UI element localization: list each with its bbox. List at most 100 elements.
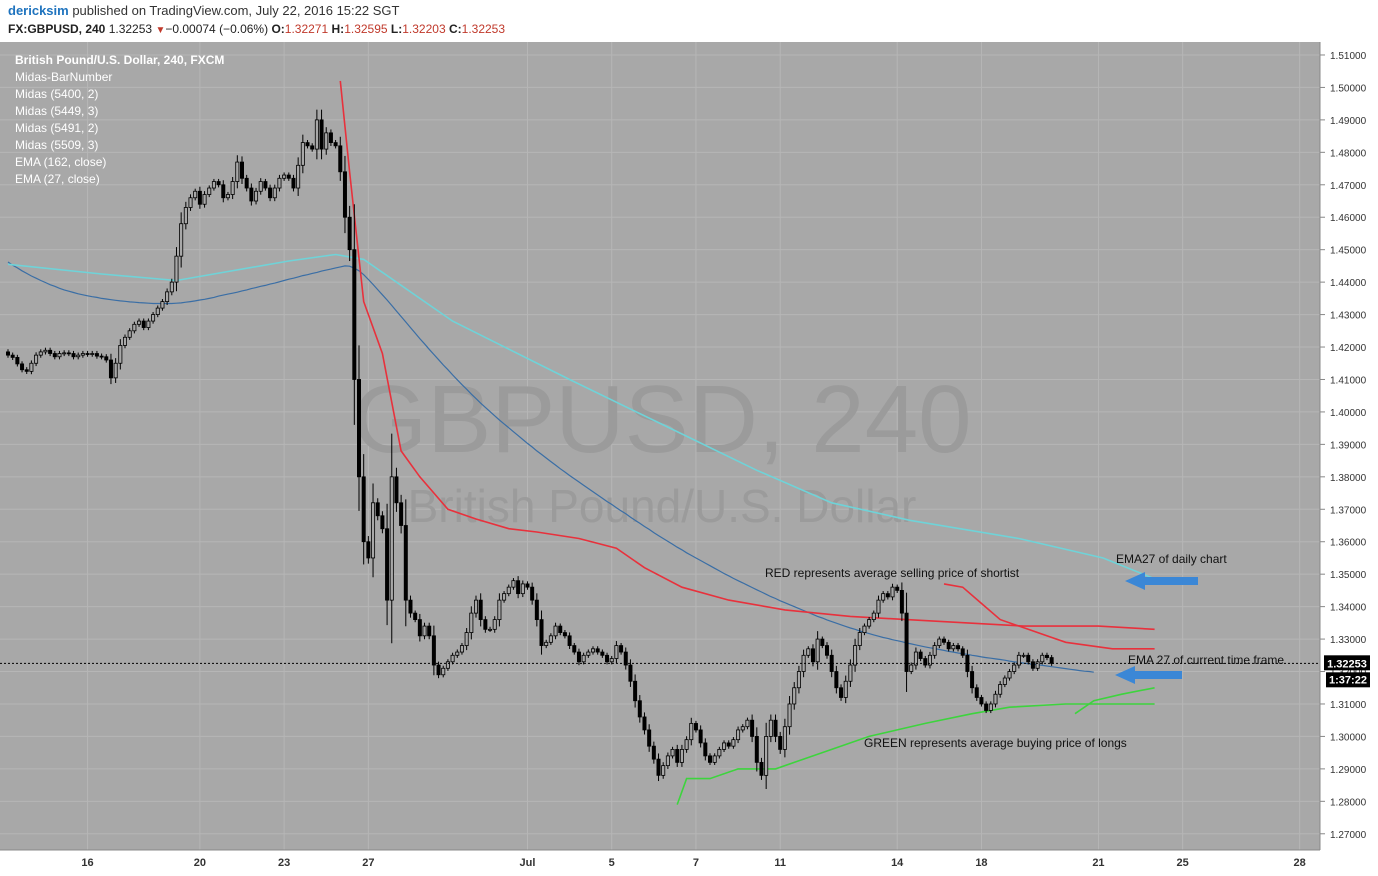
candle-body — [511, 580, 516, 588]
candle-body — [534, 599, 539, 621]
candle-body — [225, 194, 230, 199]
legend-item: Midas (5400, 2) — [15, 87, 98, 101]
candle-body — [558, 625, 563, 633]
candle-body — [371, 502, 376, 559]
candle-body — [413, 612, 418, 621]
arrow-ema-current-icon — [1115, 666, 1182, 684]
candle-body — [71, 353, 76, 358]
legend-title: British Pound/U.S. Dollar, 240, FXCM — [15, 53, 224, 67]
candle-body — [450, 654, 455, 663]
time-axis[interactable] — [0, 850, 1320, 876]
candle-body — [1007, 671, 1012, 679]
candle-body — [202, 194, 207, 205]
candle-body — [94, 353, 99, 357]
time-axis-ticks: 16 20 23 27 Jul 5 7 11 14 18 21 25 28 — [81, 857, 1305, 869]
candle-body — [188, 197, 193, 208]
candle-body — [43, 349, 48, 353]
candle-body — [619, 645, 624, 653]
candle-body — [389, 476, 394, 601]
candle-body — [684, 739, 689, 750]
candle-body — [670, 749, 675, 757]
x-tick-label: Jul — [520, 857, 536, 869]
username-link[interactable]: dericksim — [8, 3, 69, 18]
candle-body — [497, 599, 502, 621]
candle-body — [595, 648, 600, 653]
candle-body — [867, 619, 872, 627]
candle-body — [899, 590, 904, 614]
candle-body — [324, 132, 329, 150]
candle-body — [464, 632, 469, 646]
candle-body — [254, 190, 259, 202]
candle-body — [29, 362, 34, 372]
legend-item: Midas (5449, 3) — [15, 104, 98, 118]
candle-body — [6, 351, 11, 356]
candle-body — [792, 687, 797, 705]
high-label: H: — [331, 22, 345, 36]
candle-body — [923, 658, 928, 666]
candle-body — [651, 745, 656, 760]
candle-body — [422, 625, 427, 637]
x-tick-label: 5 — [609, 857, 615, 869]
x-tick-label: 18 — [975, 857, 987, 869]
axes: 1.270001.280001.290001.300001.310001.320… — [0, 42, 1378, 876]
candle-body — [857, 632, 862, 646]
midas-red-line-2 — [943, 583, 1155, 650]
candle-body — [600, 651, 605, 656]
candle-body — [591, 648, 596, 653]
price-chart[interactable]: GBPUSD, 240 British Pound/U.S. Dollar Br… — [0, 42, 1378, 876]
candle-body — [633, 680, 638, 702]
candle-body — [1002, 677, 1007, 685]
candle-body — [998, 684, 1003, 695]
y-tick-label: 1.49000 — [1330, 116, 1367, 127]
candle-body — [1026, 654, 1031, 663]
candle-body — [445, 661, 450, 669]
candle-body — [249, 187, 254, 202]
ema-162-line — [7, 261, 1094, 673]
candle-body — [314, 119, 319, 150]
candle-body — [946, 641, 951, 650]
candle-body — [394, 476, 399, 504]
change-value: −0.00074 (−0.06%) — [165, 22, 269, 36]
candle-body — [85, 353, 90, 355]
candle-body — [268, 187, 273, 199]
candle-body — [586, 651, 591, 656]
candle-body — [516, 580, 521, 595]
ema-current-annotation: EMA 27 of current time frame — [1128, 653, 1284, 667]
candle-body — [871, 612, 876, 621]
x-tick-label: 28 — [1294, 857, 1306, 869]
price-axis[interactable] — [1320, 42, 1378, 876]
close-value: 1.32253 — [461, 22, 506, 36]
candle-body — [230, 181, 235, 195]
candle-body — [548, 635, 553, 643]
ema-daily-annotation: EMA27 of daily chart — [1116, 552, 1227, 566]
candle-body — [1030, 661, 1035, 669]
candle-body — [656, 758, 661, 776]
publish-line: dericksim published on TradingView.com, … — [8, 3, 399, 18]
last-price: 1.32253 — [108, 22, 153, 36]
open-value: 1.32271 — [284, 22, 329, 36]
candle-body — [277, 177, 282, 189]
candle-body — [768, 719, 773, 737]
x-tick-label: 23 — [278, 857, 290, 869]
candle-body — [890, 586, 895, 598]
candle-body — [862, 625, 867, 633]
x-tick-label: 7 — [693, 857, 699, 869]
candle-body — [455, 651, 460, 656]
arrow-ema-daily-icon — [1125, 572, 1198, 590]
candle-body — [572, 645, 577, 653]
candle-body — [375, 502, 380, 517]
candle-body — [787, 703, 792, 728]
candle-body — [825, 645, 830, 656]
candle-body — [1035, 661, 1040, 669]
candle-body — [909, 664, 914, 672]
y-tick-label: 1.28000 — [1330, 797, 1367, 808]
candle-body — [1040, 654, 1045, 663]
candle-body — [137, 320, 142, 325]
candle-body — [15, 357, 20, 365]
countdown-label: 1:37:22 — [1329, 674, 1367, 686]
candle-body — [974, 687, 979, 698]
candle-body — [141, 320, 146, 328]
down-arrow-icon: ▼ — [155, 25, 166, 36]
candle-body — [347, 216, 352, 251]
candle-body — [956, 645, 961, 650]
